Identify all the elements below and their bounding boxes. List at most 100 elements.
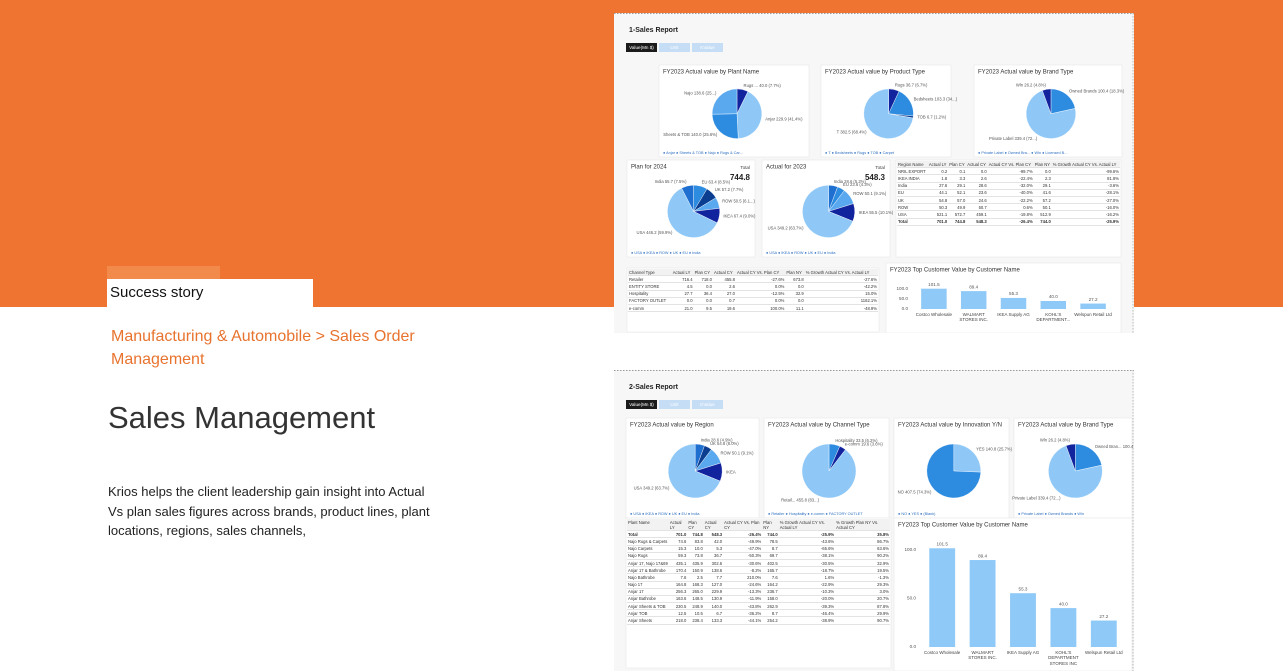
table-cell: 164.8 <box>668 581 688 589</box>
table-cell: 435.1 <box>668 559 688 568</box>
table-cell: 21.0 <box>671 304 694 313</box>
table-cell: -30.6% <box>723 559 763 568</box>
toggle-button[interactable] <box>626 400 657 409</box>
pie-slice <box>1025 90 1076 139</box>
table-cell: 8.7 <box>762 545 779 553</box>
table-cell: 0.0% <box>736 282 786 291</box>
chart-title: FY2023 Actual value by Region <box>630 423 714 429</box>
table-row: Anjar Bathrobe 163.6 148.5 130.9 -11.9% 158.0… <box>627 595 890 604</box>
table-cell: 0.2 <box>927 167 949 176</box>
slice-label: Owned Bran... 100.4 (18.3%) <box>1095 444 1134 449</box>
table-row: Najo 17 164.8 168.3 127.0 -24.6% 164.2 -22.9% 2… <box>627 581 890 589</box>
table-cell: 0.1 <box>948 167 967 176</box>
bar <box>1050 608 1077 647</box>
table-cell: 4.5 <box>671 282 694 291</box>
table-row: Anjar Sheets 218.0 238.4 133.3 -44.1% 254.2 -3… <box>627 616 890 625</box>
pie-slice <box>667 443 721 499</box>
table-cell: 29.1 <box>948 182 967 190</box>
y-tick-label: 50.0 <box>907 596 916 601</box>
breadcrumb[interactable]: Manufacturing & Automobile > Sales Order… <box>111 328 415 368</box>
slice-label: Owned Brands 100.4 (18.3%) <box>1069 88 1125 93</box>
y-tick-label: 0.0 <box>910 644 917 649</box>
bar <box>1090 620 1117 647</box>
table-row: Anjar 17, Najo 17&69 435.1 435.9 302.6 -30.6… <box>627 559 890 568</box>
table-cell: 32.9 <box>785 290 805 298</box>
slice-label: EU 63.4 (8.5%) <box>702 179 731 184</box>
y-tick-label: 50.0 <box>899 296 908 301</box>
table-cell: 548.3 <box>966 218 988 226</box>
slice-label: Hospitality 33.5 (6.2%) <box>835 438 878 443</box>
slice-label: UK 54.8 (8.0%) <box>710 441 739 446</box>
toggle-button[interactable] <box>659 43 690 52</box>
slice-label: Najo 138.6 (25...) <box>684 91 717 96</box>
toggle-button[interactable] <box>692 400 723 409</box>
table-cell: 716.4 <box>671 275 694 284</box>
table-cell: -26.4% <box>987 218 1034 226</box>
pie-slice <box>711 113 739 139</box>
slice-label: TOB 6.7 (1.2%) <box>917 115 947 120</box>
column-header: Actual CY Vs. Plan CY <box>987 161 1034 169</box>
table-cell: 100.0% <box>736 304 786 313</box>
table-cell: 73.8 <box>687 552 704 560</box>
bar <box>1040 301 1067 309</box>
table-cell: 165.7 <box>762 566 779 575</box>
table-cell: -50.3% <box>723 552 763 560</box>
table-cell: 8.7 <box>762 609 779 618</box>
table-cell: 512.9 <box>1033 210 1052 219</box>
column-header: Plan CY <box>693 269 713 277</box>
legend: ● USA ● IKEA ● ROW ● UK ● EU ● India <box>630 512 700 516</box>
table-cell: -25.9% <box>1051 218 1120 226</box>
table-cell: -47.0% <box>723 545 763 553</box>
table-cell: 0.0 <box>671 297 694 305</box>
column-header: Plan CY <box>948 161 967 169</box>
table-cell: 402.5 <box>762 559 779 568</box>
table-cell: 11.1 <box>785 304 805 313</box>
chart-title: FY2023 Actual value by Innovation Y/N <box>898 423 1002 429</box>
table-cell: 2.3 <box>1033 174 1052 183</box>
slice-label: Private Label 339.4 (72...) <box>1012 495 1061 500</box>
bar-value: 101.5 <box>928 282 940 287</box>
category-frame: Welspun Retail Ltd <box>1074 312 1112 317</box>
y-tick-label: 100.0 <box>905 547 917 552</box>
slice-label: Private Label 339.4 (72...) <box>989 136 1038 141</box>
table-cell: 3.0% <box>835 588 890 596</box>
table-cell: 435.9 <box>687 559 704 568</box>
table-cell: -43.6% <box>778 537 836 546</box>
table-row: USA 521.1 572.7 459.1 -19.8% 512.9 -16.2% <box>897 210 1120 219</box>
table-cell: 29.9% <box>835 609 890 618</box>
x-tick-label: WALMART STORES INC. <box>959 312 989 323</box>
slice-label: India 28.6 (4.9%) <box>701 438 733 443</box>
table-frame: Region Name Actual LY Plan CY Actual CY Actu… <box>897 161 1120 226</box>
slice-label: ROW 50.5 (6.1...) <box>722 199 755 204</box>
table-cell: 29.1 <box>1033 182 1052 190</box>
legend: ● Anjar ● Sheets & TOB ● Najo ● Rugs & C… <box>663 151 743 155</box>
chart-title: FY2023 Top Customer Value by Customer Na… <box>890 268 1021 274</box>
table-cell: 57.2 <box>1033 196 1052 205</box>
chart-title: FY2023 Top Customer Value by Customer Na… <box>898 523 1029 529</box>
table-cell: Retailer <box>628 275 672 284</box>
table-cell: 3.3 <box>948 174 967 183</box>
table-cell: 35.8% <box>835 530 890 539</box>
table-cell: 718.0 <box>693 275 713 284</box>
table-cell: 52.1 <box>948 189 967 197</box>
table-cell: 63.6% <box>835 545 890 553</box>
slice-label: Anjar 229.9 (41.4%) <box>765 117 803 122</box>
page-title: Sales Management <box>108 400 376 435</box>
legend: ● T ● Bedsheets ● Rugs ● TOB ● Carpet <box>825 151 895 155</box>
bar-value: 40.0 <box>1049 294 1058 299</box>
table-row: Retailer 716.4 718.0 455.8 -27.6% 673.8 -27.6% <box>628 275 878 284</box>
toggle-button[interactable] <box>626 43 657 52</box>
toggle-button[interactable] <box>659 400 690 409</box>
pie-slice <box>1042 88 1052 114</box>
category-frame: WALMART STORES INC. <box>968 650 997 660</box>
table-cell: 19.6 <box>713 304 736 313</box>
toggle-button[interactable] <box>692 43 723 52</box>
table-cell: 138.6 <box>703 566 724 575</box>
pie-slice <box>953 443 981 473</box>
table-row: Anjar 17 & Bathrobe 170.4 150.9 138.6 -8.2% 1… <box>627 566 890 575</box>
bar <box>1010 593 1036 647</box>
table-cell: 10.5 <box>687 609 704 618</box>
x-tick-label: IKEA Supply AG <box>1006 650 1040 655</box>
table-cell: ENTITY STORE <box>628 282 672 291</box>
table-cell: 2.6 <box>966 174 988 183</box>
